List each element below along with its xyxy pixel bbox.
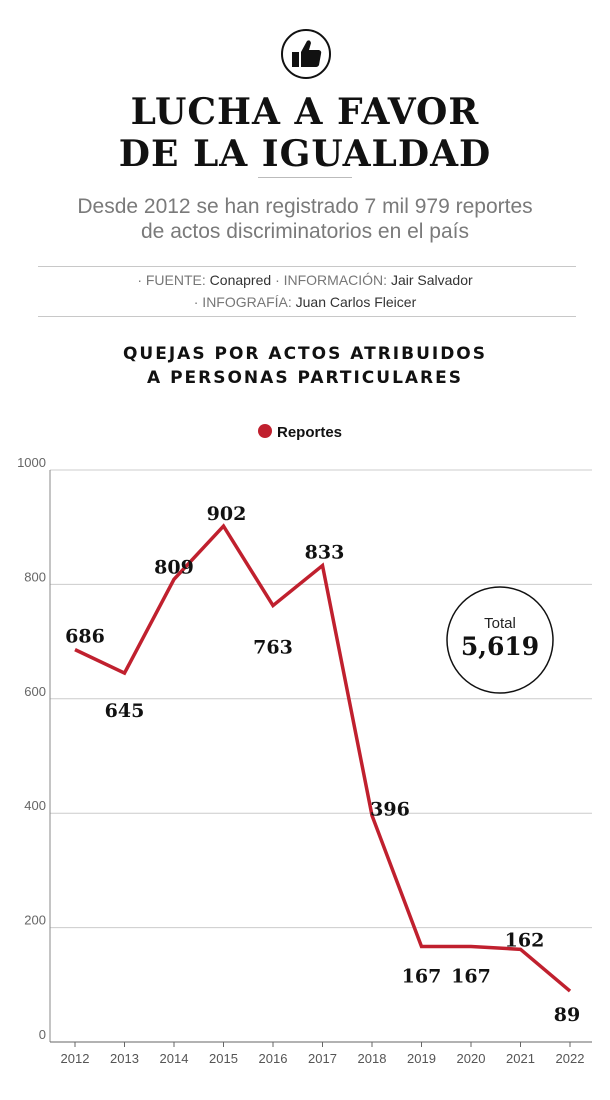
data-label: 167 [402, 965, 442, 987]
x-tick-label: 2015 [209, 1051, 238, 1066]
x-tick-label: 2022 [556, 1051, 585, 1066]
info-label: · INFORMACIÓN: [275, 272, 388, 288]
data-label: 686 [65, 626, 105, 648]
x-tick-label: 2021 [506, 1051, 535, 1066]
x-tick-label: 2018 [358, 1051, 387, 1066]
infographic-value: Juan Carlos Fleicer [295, 294, 417, 310]
subtitle-line-2: de actos discriminatorios en el país [141, 220, 469, 243]
data-label: 763 [253, 637, 293, 659]
x-tick-label: 2014 [160, 1051, 189, 1066]
thumbs-up-icon [280, 28, 332, 80]
source-value: Conapred [209, 272, 272, 288]
info-value: Jair Salvador [390, 272, 473, 288]
total-label: Total [484, 615, 516, 632]
x-tick-label: 2012 [61, 1051, 90, 1066]
data-label: 833 [305, 542, 345, 564]
chart-title-line-1: QUEJAS POR ACTOS ATRIBUIDOS [122, 344, 488, 364]
x-tick-label: 2017 [308, 1051, 337, 1066]
data-label: 396 [370, 798, 410, 820]
data-label: 167 [451, 965, 491, 987]
credits-bottom-divider [38, 316, 576, 317]
data-label: 89 [554, 1004, 580, 1026]
credits-top-divider [38, 266, 576, 267]
x-tick-label: 2013 [110, 1051, 139, 1066]
x-tick-label: 2019 [407, 1051, 436, 1066]
x-tick-label: 2020 [457, 1051, 486, 1066]
legend-marker [258, 424, 272, 438]
data-label: 902 [207, 503, 247, 525]
source-label: · FUENTE: [137, 272, 206, 288]
y-tick-label: 600 [24, 684, 46, 699]
data-label: 809 [154, 556, 194, 578]
credits-line-2: · INFOGRAFÍA: Juan Carlos Fleicer [0, 293, 610, 311]
chart-title-line-2: A PERSONAS PARTICULARES [147, 368, 463, 388]
credits-line-1: · FUENTE: Conapred · INFORMACIÓN: Jair S… [0, 271, 610, 289]
y-tick-label: 0 [39, 1027, 46, 1042]
infographic-label: · INFOGRAFÍA: [193, 294, 292, 310]
y-tick-label: 400 [24, 798, 46, 813]
legend-label: Reportes [277, 424, 342, 441]
page-title-line-2: DE LA IGUALDAD [118, 133, 492, 175]
data-label: 162 [505, 929, 545, 951]
y-tick-label: 1000 [17, 455, 46, 470]
title-divider [258, 177, 352, 178]
total-value: 5,619 [461, 632, 539, 661]
page-title-line-1: LUCHA A FAVOR [130, 91, 480, 133]
subtitle-line-1: Desde 2012 se han registrado 7 mil 979 r… [77, 195, 533, 218]
series-line-reportes [74, 523, 572, 993]
total-badge [446, 586, 554, 694]
y-tick-label: 200 [24, 913, 46, 928]
y-tick-label: 800 [24, 569, 46, 584]
data-label: 645 [105, 700, 145, 722]
x-tick-label: 2016 [259, 1051, 288, 1066]
